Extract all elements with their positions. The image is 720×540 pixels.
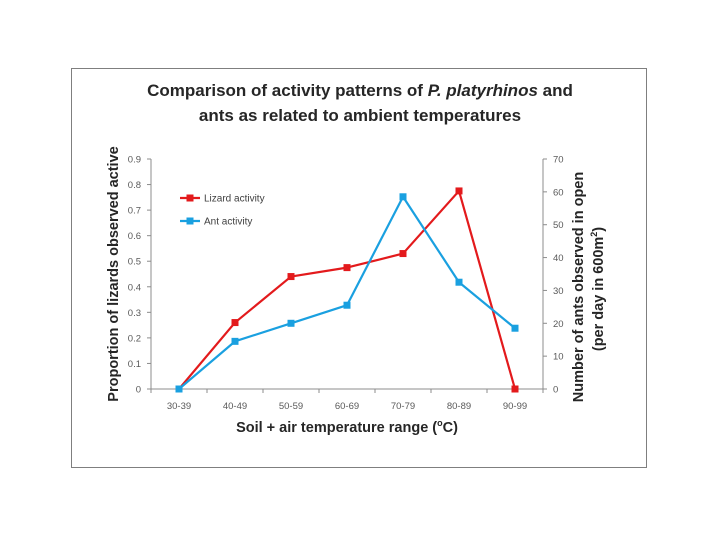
x-tick-label: 40-49	[223, 401, 247, 412]
chart-frame: Comparison of activity patterns of P. pl…	[71, 68, 647, 468]
right-tick-label: 0	[553, 385, 558, 396]
right-tick-label: 50	[553, 220, 564, 231]
legend-marker-lizard	[186, 194, 194, 202]
right-tick-label: 30	[553, 286, 564, 297]
chart-title-line-1: Comparison of activity patterns of P. pl…	[147, 81, 573, 100]
right-axis-title-line-2-part-1: 2	[589, 232, 599, 237]
right-tick-label: 20	[553, 319, 564, 330]
data-point-lizard	[287, 273, 295, 281]
x-tick-label: 50-59	[279, 401, 303, 412]
right-axis-title-line-2-part-2: )	[591, 227, 607, 232]
data-point-ant	[343, 301, 351, 309]
chart: Comparison of activity patterns of P. pl…	[106, 81, 607, 436]
data-point-lizard	[399, 250, 407, 258]
left-tick-label: 0.4	[128, 282, 141, 293]
right-tick-label: 10	[553, 352, 564, 363]
left-tick-label: 0.8	[128, 180, 141, 191]
x-axis-title-part-1: o	[437, 418, 443, 428]
x-tick-label: 30-39	[167, 401, 191, 412]
right-axis-title-line-2-part-0: (per day in 600m	[591, 237, 607, 351]
chart-title-part-1: P. platyrhinos	[428, 81, 538, 100]
data-point-ant	[455, 278, 463, 286]
left-tick-label: 0.3	[128, 308, 141, 319]
data-point-ant	[399, 193, 407, 201]
data-point-lizard	[455, 187, 463, 195]
x-tick-label: 70-79	[391, 401, 415, 412]
right-tick-label: 40	[553, 253, 564, 264]
data-point-ant	[511, 324, 519, 332]
data-point-lizard	[343, 264, 351, 272]
right-axis-title-line-1: Number of ants observed in open	[571, 172, 587, 402]
left-tick-label: 0	[136, 385, 141, 396]
left-axis-title: Proportion of lizards observed active	[106, 146, 122, 401]
x-axis-title-part-0: Soil + air temperature range (	[236, 420, 437, 436]
data-point-lizard	[231, 319, 239, 327]
legend-label-ant: Ant activity	[204, 217, 252, 228]
x-tick-label: 60-69	[335, 401, 359, 412]
data-point-ant	[287, 319, 295, 327]
left-tick-label: 0.1	[128, 359, 141, 370]
chart-title-part-0: Comparison of activity patterns of	[147, 81, 428, 100]
x-tick-label: 80-89	[447, 401, 471, 412]
chart-title-line-2: ants as related to ambient temperatures	[199, 106, 521, 125]
left-tick-label: 0.9	[128, 155, 141, 166]
right-axis-title-line-2: (per day in 600m2)	[589, 227, 607, 351]
data-point-ant	[175, 385, 183, 393]
x-axis-title-part-2: C)	[443, 420, 458, 436]
legend-label-lizard: Lizard activity	[204, 194, 265, 205]
data-point-ant	[231, 337, 239, 345]
left-tick-label: 0.6	[128, 231, 141, 242]
x-tick-label: 90-99	[503, 401, 527, 412]
chart-title-part-2: and	[538, 81, 573, 100]
legend-marker-ant	[186, 217, 194, 225]
left-tick-label: 0.2	[128, 333, 141, 344]
data-point-lizard	[511, 385, 519, 393]
x-axis-title: Soil + air temperature range (oC)	[236, 418, 458, 436]
left-tick-label: 0.5	[128, 257, 141, 268]
right-tick-label: 60	[553, 187, 564, 198]
right-tick-label: 70	[553, 155, 564, 166]
left-tick-label: 0.7	[128, 206, 141, 217]
